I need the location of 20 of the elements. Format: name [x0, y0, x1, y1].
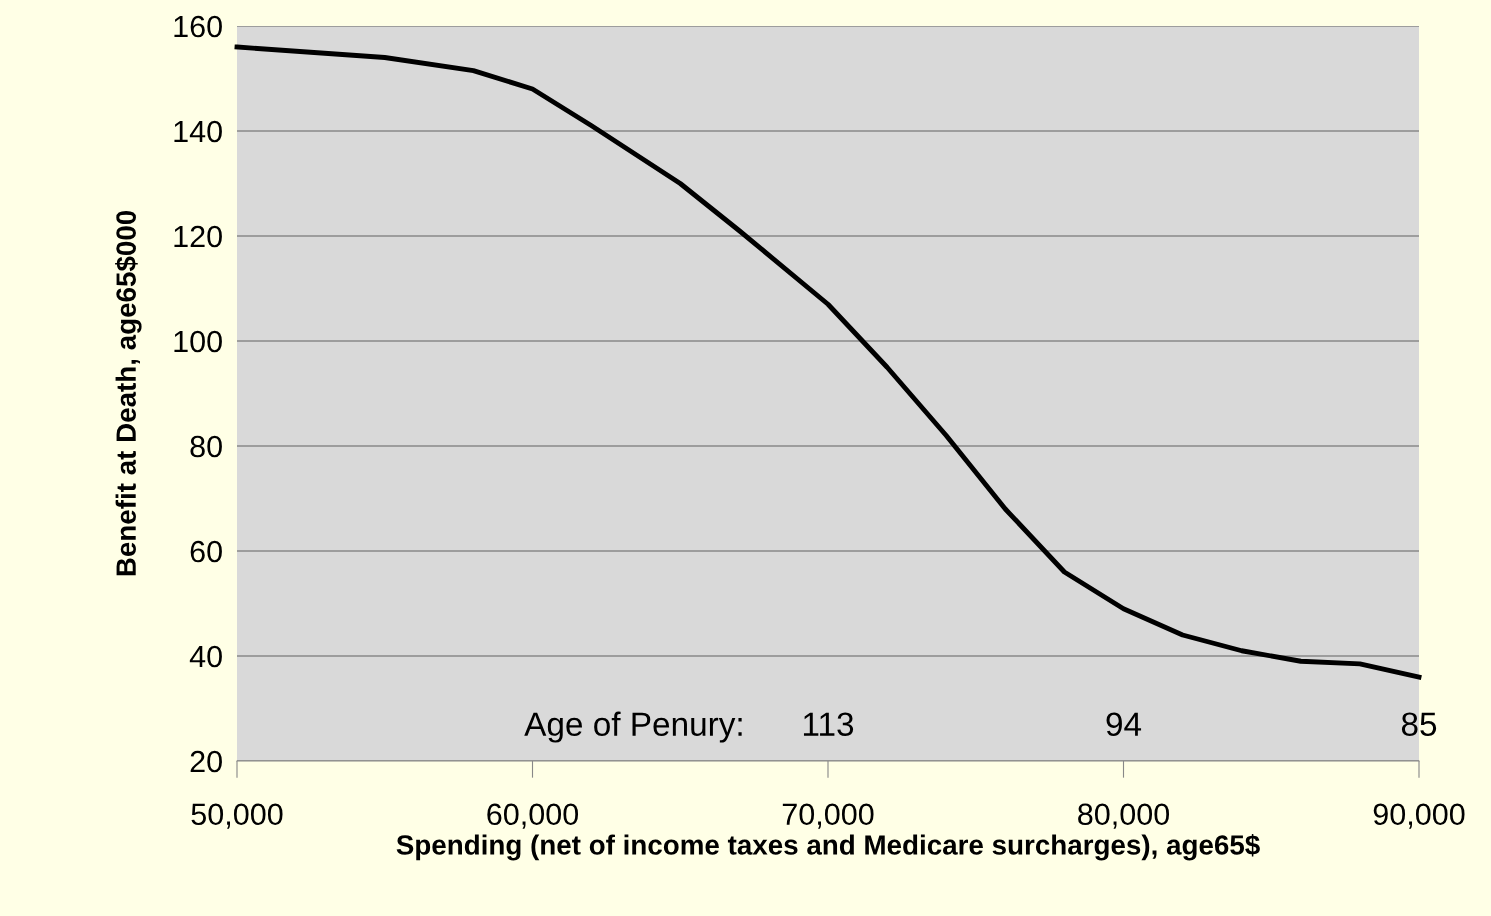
y-tick-label: 80 [190, 435, 222, 458]
y-tick-label: 140 [174, 120, 222, 143]
y-tick-label: 60 [190, 540, 222, 563]
y-tick-label: 160 [174, 15, 222, 38]
x-tick-label: 60,000 [487, 803, 579, 829]
annotation: 113 [803, 712, 854, 737]
x-axis-title: Spending (net of income taxes and Medicare surcharges), age65$ [396, 833, 1260, 861]
x-tick-label: 70,000 [782, 803, 874, 829]
y-tick-label: 100 [174, 330, 222, 353]
y-tick-label: 20 [190, 750, 222, 773]
line-series [234, 44, 1422, 680]
annotation: 85 [1401, 712, 1437, 737]
y-tick-label: 120 [174, 225, 222, 248]
x-tick-label: 50,000 [191, 803, 283, 829]
annotation: 94 [1106, 712, 1142, 737]
y-axis-title: Benefit at Death, age65$000 [115, 210, 142, 576]
x-tick-label: 90,000 [1373, 803, 1465, 829]
x-tick-label: 80,000 [1078, 803, 1170, 829]
annotation: Age of Penury: [524, 711, 742, 743]
y-tick-label: 40 [189, 645, 222, 668]
